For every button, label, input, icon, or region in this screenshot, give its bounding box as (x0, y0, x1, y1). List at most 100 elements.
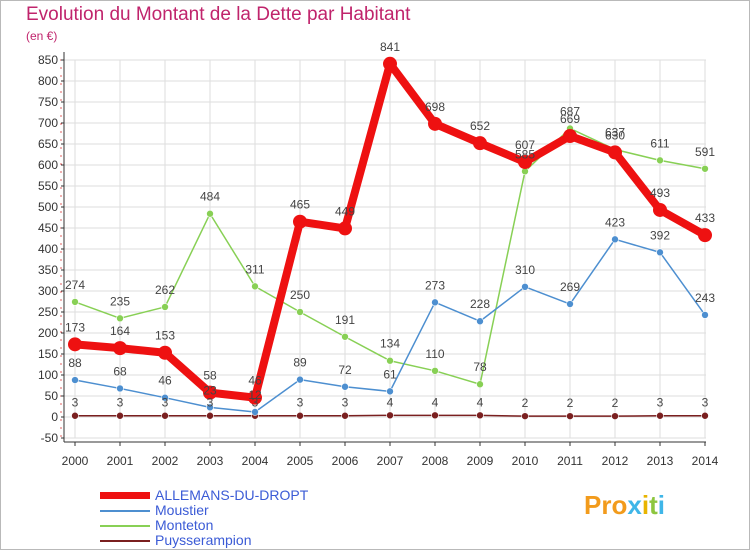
data-point (386, 411, 394, 420)
data-point (431, 366, 439, 375)
x-tick-label: 2009 (467, 454, 494, 468)
legend-label: Moustier (155, 502, 209, 518)
data-label: 310 (515, 263, 535, 277)
logo-letter: t (649, 490, 658, 520)
data-point (248, 390, 262, 405)
x-tick-label: 2007 (377, 454, 404, 468)
data-label: 12 (248, 388, 262, 402)
y-tick-label: 0 (51, 410, 58, 424)
data-point (521, 412, 529, 420)
x-tick-label: 2004 (242, 454, 269, 468)
data-point (698, 228, 712, 243)
data-label: 449 (335, 204, 355, 218)
proxiti-logo: Proxiti (584, 490, 665, 521)
data-label: 493 (650, 186, 670, 200)
data-point (701, 311, 709, 319)
data-label: 423 (605, 215, 625, 229)
data-point (71, 411, 79, 420)
y-tick-label: 300 (38, 284, 58, 298)
data-label: 311 (245, 262, 264, 276)
data-label: 72 (338, 363, 352, 377)
chart-title: Evolution du Montant de la Dette par Hab… (26, 4, 411, 25)
data-point (296, 308, 304, 316)
data-label: 88 (68, 356, 82, 370)
data-label: 484 (200, 190, 220, 204)
data-label: 89 (293, 356, 307, 370)
data-point (611, 235, 619, 244)
x-tick-label: 2011 (557, 454, 583, 468)
data-label: 46 (248, 374, 262, 388)
data-label: 262 (155, 283, 175, 297)
data-point (206, 411, 214, 420)
y-tick-label: 150 (38, 347, 58, 361)
data-label: 3 (72, 396, 79, 410)
data-label: 841 (380, 40, 400, 54)
data-label: 3 (207, 396, 214, 410)
data-point (476, 411, 484, 420)
y-tick-label: 250 (38, 305, 58, 319)
x-tick-label: 2012 (602, 454, 629, 468)
y-tick-label: 600 (38, 158, 58, 172)
legend-label: Puysserampion (155, 532, 252, 548)
data-point (386, 387, 394, 396)
y-tick-label: 800 (38, 74, 58, 88)
data-point (68, 337, 82, 352)
data-point (383, 56, 397, 71)
data-label: 191 (335, 313, 355, 327)
data-label: 3 (702, 396, 709, 410)
chart-unit: (en €) (26, 29, 58, 43)
data-label: 4 (477, 395, 484, 409)
data-point (701, 411, 709, 420)
data-label: 433 (695, 211, 715, 225)
data-point (296, 375, 304, 384)
data-label: 164 (110, 324, 130, 338)
x-tick-label: 2001 (107, 454, 134, 468)
logo-letter: i (641, 490, 650, 520)
data-point (656, 411, 664, 420)
data-label: 134 (380, 337, 400, 351)
x-tick-label: 2008 (422, 454, 449, 468)
data-label: 110 (425, 347, 444, 361)
data-point (251, 408, 259, 416)
data-point (116, 411, 124, 420)
data-point (518, 155, 532, 170)
data-label: 173 (65, 320, 85, 334)
data-label: 607 (515, 138, 535, 152)
data-label: 46 (158, 374, 172, 388)
x-tick-label: 2003 (197, 454, 224, 468)
data-point (203, 385, 217, 400)
data-label: 3 (657, 396, 664, 410)
data-label: 3 (162, 396, 169, 410)
data-label: 2 (522, 396, 529, 410)
data-point (206, 403, 214, 412)
data-label: 698 (425, 100, 445, 114)
data-point (296, 411, 304, 420)
legend-label: ALLEMANS-DU-DROPT (155, 487, 309, 503)
data-point (161, 303, 169, 311)
data-label: 273 (425, 278, 445, 292)
data-point (341, 411, 349, 420)
data-label: 611 (650, 136, 669, 150)
data-label: 243 (695, 291, 715, 305)
y-tick-label: 450 (38, 221, 58, 235)
logo-letter: o (611, 490, 628, 520)
data-point (341, 332, 349, 341)
legend-label: Monteton (155, 517, 214, 533)
data-point (71, 376, 79, 384)
x-tick-label: 2006 (332, 454, 359, 468)
data-point (206, 209, 214, 218)
data-point (521, 282, 529, 291)
x-tick-label: 2002 (152, 454, 179, 468)
data-point (566, 412, 574, 420)
y-tick-label: 550 (38, 179, 58, 193)
data-point (161, 393, 169, 402)
x-tick-label: 2005 (287, 454, 314, 468)
y-tick-label: 50 (45, 389, 59, 403)
data-point (116, 314, 124, 323)
y-tick-label: -50 (41, 431, 59, 445)
data-label: 228 (470, 297, 490, 311)
data-point (386, 356, 394, 365)
data-label: 687 (560, 104, 580, 118)
data-label: 78 (473, 360, 487, 374)
